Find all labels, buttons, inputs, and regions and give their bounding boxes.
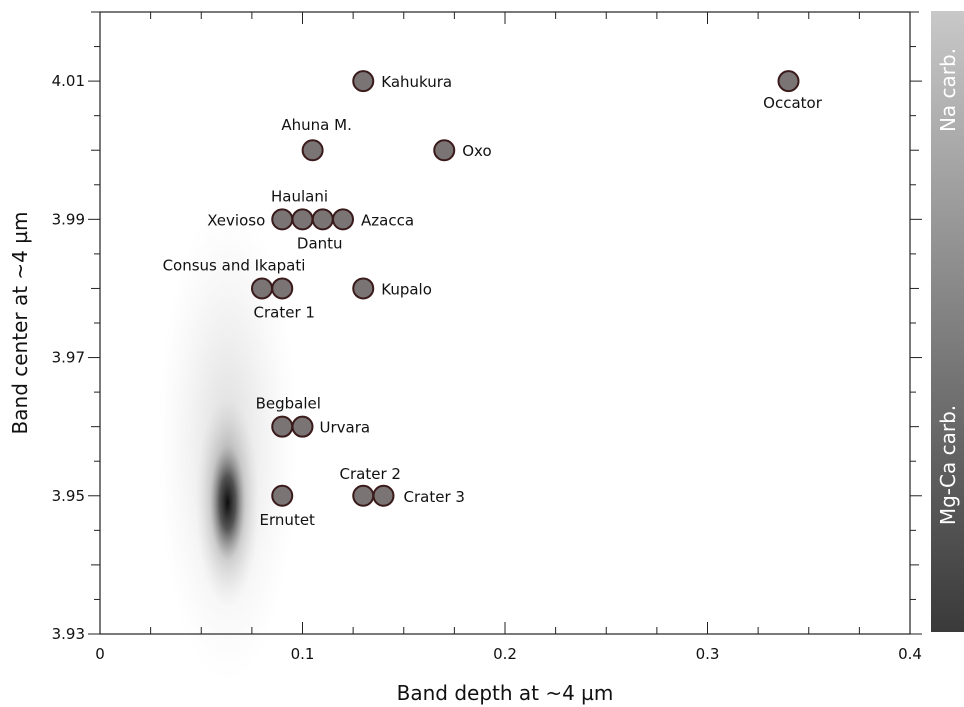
x-tick-label: 0.3 <box>696 645 720 663</box>
point-marker <box>777 70 800 93</box>
point-label: Haulani <box>271 187 328 205</box>
point-marker <box>352 277 375 300</box>
density-core <box>195 397 260 608</box>
point-marker <box>291 208 314 231</box>
x-tick-label: 0.4 <box>898 645 922 663</box>
mg-ca-carb-label: Mg-Ca carb. <box>936 405 960 525</box>
point-label: Consus and Ikapati <box>163 256 306 274</box>
point-marker <box>291 415 314 438</box>
point-marker <box>352 70 375 93</box>
y-axis-ticks: 3.93 3.95 3.97 3.99 4.01 <box>52 11 922 643</box>
y-axis-title: Band center at ~4 µm <box>8 212 32 435</box>
point-label: Crater 3 <box>404 488 465 506</box>
point-label: Kahukura <box>381 73 452 91</box>
point-marker <box>352 484 375 507</box>
y-tick-label: 4.01 <box>52 72 85 90</box>
x-tick-label: 0.2 <box>493 645 517 663</box>
point-marker <box>311 208 334 231</box>
point-marker <box>372 484 395 507</box>
x-axis-ticks: 0 0.1 0.2 0.3 0.4 <box>95 12 922 663</box>
point-label: Begbalel <box>256 395 321 413</box>
y-tick-label: 3.97 <box>52 349 85 367</box>
point-label: Crater 1 <box>254 303 315 321</box>
point-marker <box>433 139 456 162</box>
x-tick-label: 0.1 <box>291 645 315 663</box>
point-label: Ernutet <box>260 511 316 529</box>
point-label: Occator <box>763 94 823 112</box>
composition-bar: Na carb. Mg-Ca carb. <box>931 11 964 632</box>
point-label: Urvara <box>320 419 371 437</box>
point-marker <box>251 277 273 300</box>
point-marker <box>301 139 324 162</box>
data-points: Kahukura Occator Ahuna M. Oxo Xevioso Haulani… <box>163 70 823 529</box>
y-tick-label: 3.95 <box>52 487 85 505</box>
point-marker <box>332 208 354 231</box>
density-cloud <box>157 202 298 683</box>
point-marker <box>271 484 294 507</box>
point-marker <box>271 415 294 438</box>
x-axis-title: Band depth at ~4 µm <box>397 681 614 705</box>
y-tick-label: 3.93 <box>52 625 85 643</box>
x-tick-label: 0 <box>95 645 105 663</box>
point-marker <box>271 208 294 231</box>
point-label: Azacca <box>361 211 414 229</box>
na-carb-label: Na carb. <box>936 48 960 132</box>
point-label: Ahuna M. <box>281 116 351 134</box>
point-label: Crater 2 <box>340 465 401 483</box>
point-label: Xevioso <box>207 211 265 229</box>
point-marker <box>271 277 294 300</box>
point-label: Kupalo <box>381 280 432 298</box>
point-label: Dantu <box>297 234 343 252</box>
composition-gradient <box>931 11 964 632</box>
y-tick-label: 3.99 <box>52 210 85 228</box>
point-label: Oxo <box>462 142 491 160</box>
